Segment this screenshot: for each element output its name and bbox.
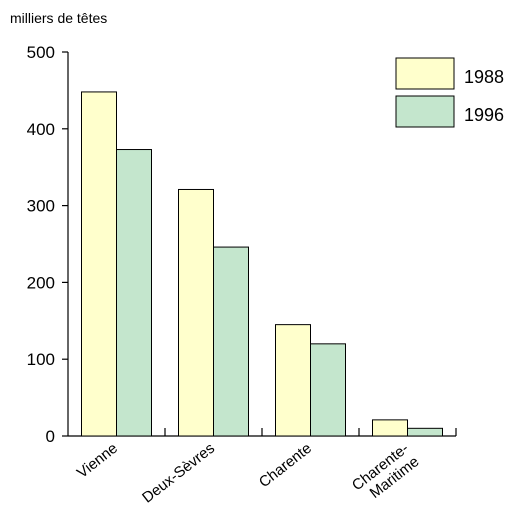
y-tick-label: 100 [27, 350, 55, 369]
bar-1988 [372, 419, 408, 437]
x-category-label-line: Deux-Sèvres [139, 440, 218, 507]
x-category-label: Deux-Sèvres [139, 440, 218, 507]
bar-1988 [81, 91, 117, 437]
x-category-label-line: Vienne [74, 440, 121, 482]
legend: 1988 1996 [395, 57, 504, 128]
bars [81, 91, 443, 437]
legend-label: 1988 [464, 67, 504, 87]
bar-1988 [275, 324, 311, 437]
x-axis: Vienne Deux-Sèvres Charente Charente-Mariti… [68, 428, 457, 508]
y-axis-unit-label: milliers de têtes [10, 10, 107, 26]
legend-label: 1996 [464, 105, 504, 125]
y-tick-label: 300 [27, 197, 55, 216]
x-category-label: Charente [256, 440, 315, 491]
bar-1996 [116, 149, 152, 437]
y-tick-label: 500 [27, 43, 55, 62]
bar-1988 [178, 188, 214, 437]
y-tick-label: 400 [27, 120, 55, 139]
x-category-label-line: Charente [256, 440, 315, 491]
legend-swatch-1996 [395, 95, 455, 128]
bar-1996 [407, 427, 443, 437]
y-axis: 0 100 200 300 400 500 [27, 43, 69, 446]
y-tick-label: 200 [27, 273, 55, 292]
x-category-label: Vienne [74, 440, 121, 482]
bar-1996 [310, 343, 346, 437]
legend-swatch-1988 [395, 57, 455, 90]
x-category-label: Charente-Maritime [349, 440, 422, 508]
y-tick-label: 0 [46, 427, 55, 446]
bar-1996 [213, 246, 249, 437]
